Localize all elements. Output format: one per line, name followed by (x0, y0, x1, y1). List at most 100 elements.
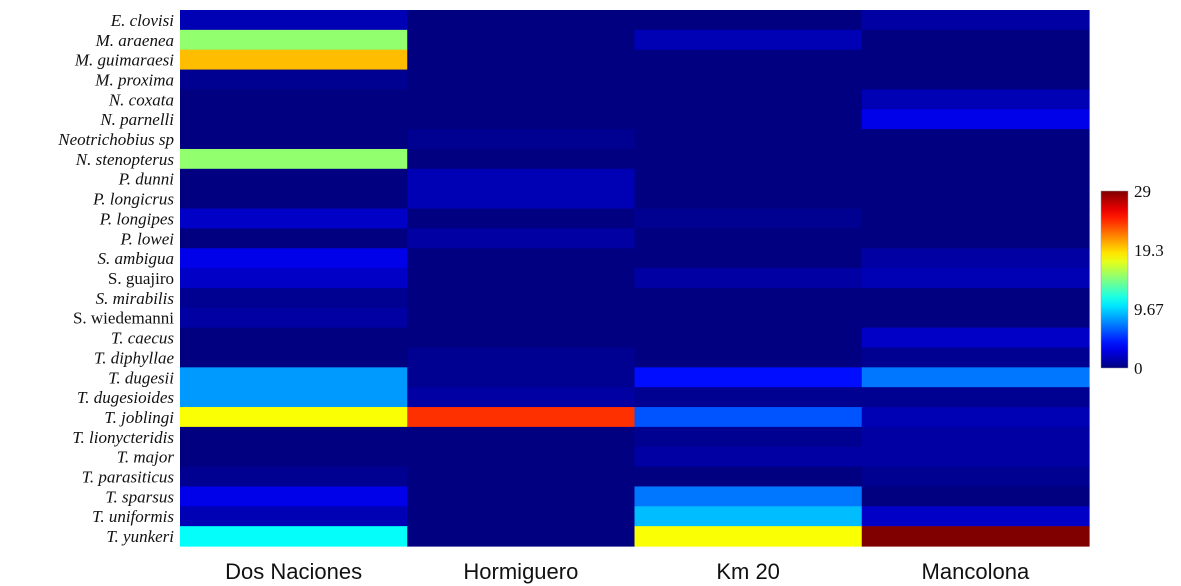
colorbar-tick-label: 0 (1134, 359, 1143, 378)
colorbar-tick-label: 19.3 (1134, 241, 1164, 260)
row-label: N. parnelli (99, 110, 174, 129)
heatmap-cell (634, 387, 863, 408)
heatmap-cell (861, 148, 1090, 170)
row-label: T. major (117, 448, 175, 467)
heatmap-cell (861, 387, 1090, 408)
heatmap-cell (180, 287, 408, 309)
heatmap-cell (407, 69, 636, 91)
heatmap-cell (180, 486, 408, 507)
row-label: T. dugesioides (77, 388, 174, 407)
heatmap-cell (861, 188, 1090, 210)
row-label: M. araenea (95, 31, 174, 50)
colorbar-tick-label: 9.67 (1134, 300, 1164, 319)
heatmap-cell (634, 208, 863, 229)
row-label: T. caecus (111, 329, 174, 348)
heatmap-cell (407, 367, 636, 388)
row-label: T. uniformis (92, 507, 174, 526)
column-label: Mancolona (922, 559, 1030, 584)
heatmap-cell (407, 486, 636, 507)
heatmap-cell (861, 426, 1090, 448)
heatmap-cell (634, 168, 863, 190)
row-label: Neotrichobius sp (57, 130, 174, 149)
heatmap-cell (634, 228, 863, 249)
heatmap-cell (180, 69, 408, 91)
heatmap-cell (634, 10, 863, 31)
row-label: P. lowei (119, 229, 174, 248)
row-label: N. stenopterus (75, 150, 175, 169)
heatmap-cell (180, 526, 408, 547)
heatmap-cell (861, 268, 1090, 289)
heatmap-cell (634, 327, 863, 349)
heatmap-cell (861, 327, 1090, 349)
heatmap-cell (634, 248, 863, 269)
heatmap-cell (861, 49, 1090, 71)
heatmap-cell (634, 188, 863, 210)
heatmap-cell (407, 228, 636, 249)
heatmap-cell (180, 426, 408, 448)
heatmap-cell (180, 228, 408, 249)
row-label: S. wiedemanni (73, 309, 174, 328)
column-labels: Dos Naciones Hormiguero Km 20 Mancolona (225, 559, 1030, 584)
heatmap-cell (861, 466, 1090, 488)
heatmap-cell (634, 49, 863, 71)
heatmap-cell (180, 129, 408, 150)
row-label: E. clovisi (110, 11, 175, 30)
heatmap-cell (861, 228, 1090, 249)
heatmap-cell (180, 506, 408, 527)
heatmap-cell (407, 29, 636, 51)
heatmap-cell (180, 466, 408, 488)
heatmap-cell (861, 168, 1090, 190)
colorbar-gradient (1100, 190, 1129, 369)
heatmap-cell (861, 109, 1090, 130)
heatmap-cell (180, 347, 408, 368)
heatmap-cell (861, 69, 1090, 91)
row-label: T. dugesii (108, 368, 174, 387)
row-label: S. guajiro (108, 269, 174, 288)
heatmap-cell (861, 248, 1090, 269)
heatmap-cell (861, 526, 1090, 547)
column-label: Hormiguero (463, 559, 578, 584)
heatmap-cell (407, 10, 636, 31)
heatmap-cell (634, 129, 863, 150)
heatmap-cell (180, 387, 408, 408)
heatmap-cell (180, 446, 408, 468)
heatmap-cell (180, 109, 408, 130)
heatmap-cell (861, 407, 1090, 428)
heatmap-cell (407, 327, 636, 349)
heatmap-cell (861, 367, 1090, 388)
heatmap-cell (180, 29, 408, 51)
heatmap-cell (180, 148, 408, 170)
heatmap-cell (634, 367, 863, 388)
row-label: T. lionycteridis (72, 428, 174, 447)
heatmap-cell (407, 287, 636, 309)
heatmap-cell (634, 466, 863, 488)
heatmap-cell (634, 69, 863, 91)
heatmap-cell (407, 446, 636, 468)
heatmap-cell (861, 446, 1090, 468)
row-label: S. mirabilis (96, 289, 175, 308)
heatmap-cell (407, 49, 636, 71)
row-label: T. diphyllae (94, 348, 174, 367)
heatmap-cell (407, 307, 636, 329)
heatmap-cell (407, 148, 636, 170)
row-label: T. parasiticus (82, 468, 175, 487)
heatmap-cell (634, 506, 863, 527)
heatmap-cell (634, 148, 863, 170)
heatmap-cell (861, 129, 1090, 150)
heatmap-cell (634, 347, 863, 368)
heatmap-cell (407, 208, 636, 229)
heatmap-cell (634, 109, 863, 130)
heatmap-cell (861, 287, 1090, 309)
row-label: P. longicrus (92, 190, 174, 209)
heatmap-cell (180, 407, 408, 428)
heatmap-cell (634, 307, 863, 329)
heatmap-cell (407, 248, 636, 269)
heatmap-cell (180, 188, 408, 210)
row-label: T. yunkeri (106, 527, 174, 546)
heatmap-cell (634, 486, 863, 507)
heatmap-cell (180, 49, 408, 71)
heatmap-cell (407, 347, 636, 368)
heatmap-cell (407, 168, 636, 190)
heatmap-cell (861, 208, 1090, 229)
